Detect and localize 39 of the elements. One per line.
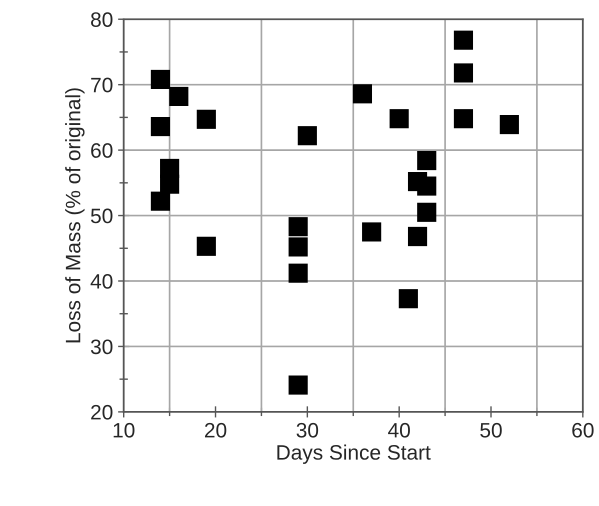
y-tick-label: 20 [91, 404, 112, 420]
point [352, 84, 372, 104]
point [454, 30, 474, 50]
y-tick-label: 80 [91, 12, 112, 27]
y-tick-label: 50 [90, 208, 112, 224]
point [454, 63, 474, 82]
x-tick-label: 30 [296, 422, 318, 438]
x-tick-label: 20 [204, 422, 226, 438]
point [150, 192, 170, 211]
x-axis-title: Days Since Start [277, 444, 431, 464]
point [500, 115, 519, 134]
point [150, 70, 170, 90]
x-tick-label: 10 [114, 422, 134, 438]
point [288, 237, 308, 257]
y-tick-label: 70 [91, 78, 112, 92]
point [390, 109, 409, 128]
point [196, 110, 216, 129]
point [417, 151, 436, 170]
y-tick-label: 60 [91, 143, 112, 158]
point [288, 375, 308, 395]
point [417, 176, 436, 196]
x-tick-label: 60 [572, 422, 594, 438]
point [196, 236, 216, 256]
y-tick-label: 30 [90, 339, 112, 354]
point [417, 202, 436, 222]
point [454, 109, 474, 128]
point [362, 222, 382, 242]
point [288, 217, 308, 236]
y-tick-label: 40 [90, 274, 112, 289]
point [160, 174, 180, 194]
point [408, 226, 428, 246]
point [398, 289, 418, 308]
point [288, 264, 308, 283]
point [298, 126, 317, 146]
point [169, 86, 188, 106]
point [150, 116, 170, 136]
x-tick-label: 40 [388, 422, 410, 438]
y-axis-title: Loss of Mass (% of original) [65, 88, 85, 342]
x-tick-label: 50 [480, 422, 502, 438]
